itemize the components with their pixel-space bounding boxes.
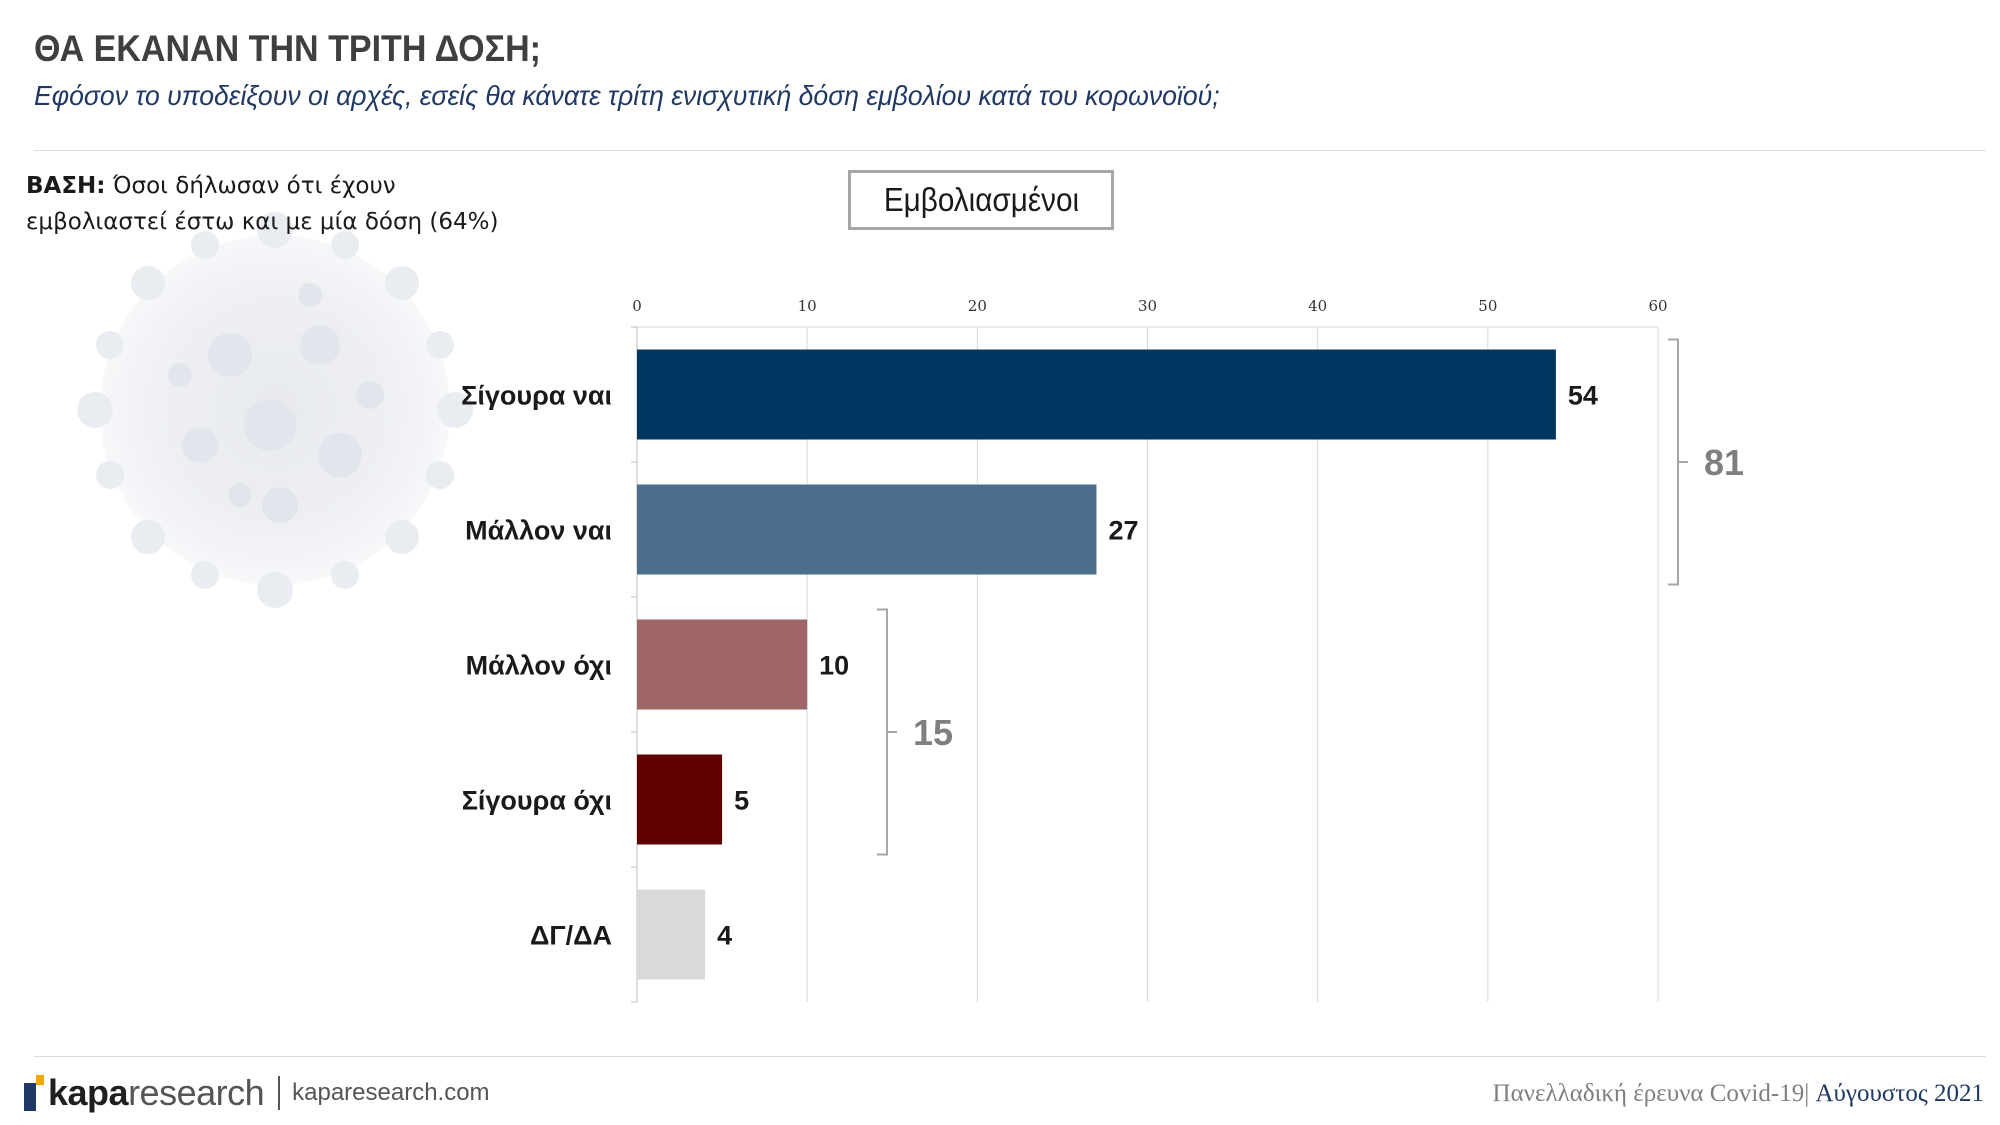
footer-divider bbox=[34, 1056, 1986, 1057]
bar-value-label: 27 bbox=[1108, 516, 1138, 546]
bar bbox=[637, 754, 723, 845]
bar-value-label: 54 bbox=[1568, 381, 1598, 411]
x-tick-label: 20 bbox=[968, 297, 987, 315]
kaparesearch-logo: kaparesearch kaparesearch.com bbox=[22, 1070, 490, 1116]
footer-survey-info: Πανελλαδική έρευνα Covid-19| Αύγουστος 2… bbox=[1493, 1080, 1984, 1108]
base-text-line1: Όσοι δήλωσαν ότι έχουν bbox=[112, 173, 396, 199]
base-label: ΒΑΣΗ: bbox=[26, 173, 106, 199]
bar-value-label: 4 bbox=[717, 921, 732, 951]
base-note: ΒΑΣΗ: Όσοι δήλωσαν ότι έχουν εμβολιαστεί… bbox=[26, 168, 499, 240]
bar bbox=[637, 619, 808, 710]
coronavirus-watermark-image bbox=[77, 212, 473, 608]
x-tick-label: 40 bbox=[1308, 297, 1327, 315]
x-tick-label: 50 bbox=[1478, 297, 1497, 315]
x-tick-label: 60 bbox=[1648, 297, 1667, 315]
footer-separator: | bbox=[1804, 1080, 1810, 1107]
bar-value-label: 10 bbox=[819, 651, 849, 681]
bar bbox=[637, 349, 1556, 440]
y-category-label: Μάλλον ναι bbox=[465, 516, 612, 546]
x-tick-label: 30 bbox=[1138, 297, 1157, 315]
kapa-logo-icon bbox=[24, 1075, 44, 1111]
survey-name: Πανελλαδική έρευνα Covid-19 bbox=[1492, 1080, 1805, 1107]
bar-value-label: 5 bbox=[734, 786, 749, 816]
group-label-box: Εμβολιασμένοι bbox=[848, 170, 1114, 230]
bracket-total-label: 15 bbox=[913, 712, 953, 753]
x-tick-label: 10 bbox=[798, 297, 817, 315]
bar bbox=[637, 484, 1097, 575]
logo-wordmark: kaparesearch bbox=[48, 1072, 265, 1113]
base-text-line2: εμβολιαστεί έστω και με μία δόση (64%) bbox=[26, 209, 499, 235]
header-divider bbox=[34, 150, 1986, 151]
bracket bbox=[1668, 338, 1688, 586]
y-category-label: ΔΓ/ΔΑ bbox=[530, 921, 612, 951]
bracket-total-label: 81 bbox=[1704, 442, 1744, 483]
bar bbox=[637, 889, 706, 980]
bracket bbox=[877, 608, 897, 856]
footer-url: kaparesearch.com bbox=[292, 1079, 490, 1106]
logo-separator bbox=[278, 1076, 281, 1110]
survey-date: Αύγουστος 2021 bbox=[1815, 1080, 1984, 1107]
y-category-label: Σίγουρα όχι bbox=[462, 786, 612, 816]
group-label: Εμβολιασμένοι bbox=[883, 181, 1079, 218]
y-category-label: Σίγουρα ναι bbox=[461, 381, 612, 411]
y-category-label: Μάλλον όχι bbox=[466, 651, 612, 681]
x-tick-label: 0 bbox=[632, 297, 642, 315]
page-title: ΘΑ ΕΚΑΝΑΝ ΤΗΝ ΤΡΙΤΗ ΔΟΣΗ; bbox=[34, 28, 542, 69]
page-subtitle: Εφόσον το υποδείξουν οι αρχές, εσείς θα … bbox=[34, 80, 1220, 111]
